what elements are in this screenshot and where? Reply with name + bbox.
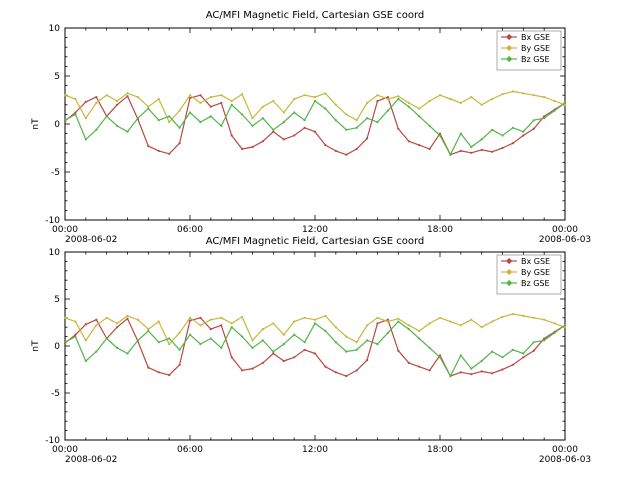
svg-text:nT: nT — [31, 118, 41, 130]
svg-text:Bx GSE: Bx GSE — [521, 257, 550, 266]
svg-text:Bz GSE: Bz GSE — [521, 279, 550, 288]
svg-text:5: 5 — [54, 72, 60, 82]
svg-text:nT: nT — [31, 340, 41, 352]
svg-text:00:00: 00:00 — [52, 225, 78, 235]
svg-text:12:00: 12:00 — [302, 225, 328, 235]
svg-text:00:00: 00:00 — [52, 445, 78, 455]
svg-text:5: 5 — [54, 295, 60, 305]
svg-text:-5: -5 — [51, 389, 60, 399]
svg-text:06:00: 06:00 — [177, 445, 203, 455]
svg-text:2008-06-02: 2008-06-02 — [65, 235, 117, 245]
svg-text:2008-06-03: 2008-06-03 — [539, 235, 591, 245]
svg-text:18:00: 18:00 — [427, 445, 453, 455]
svg-text:06:00: 06:00 — [177, 225, 203, 235]
svg-text:Bx GSE: Bx GSE — [521, 33, 550, 42]
svg-text:2008-06-03: 2008-06-03 — [539, 455, 591, 465]
svg-text:12:00: 12:00 — [302, 445, 328, 455]
svg-text:-10: -10 — [45, 216, 60, 226]
svg-text:0: 0 — [54, 120, 60, 130]
svg-text:0: 0 — [54, 342, 60, 352]
svg-text:10: 10 — [49, 24, 61, 34]
svg-text:2008-06-02: 2008-06-02 — [65, 455, 117, 465]
svg-text:00:00: 00:00 — [552, 225, 578, 235]
svg-text:-10: -10 — [45, 436, 60, 446]
svg-text:Bz GSE: Bz GSE — [521, 55, 550, 64]
svg-text:00:00: 00:00 — [552, 445, 578, 455]
svg-text:By GSE: By GSE — [521, 268, 550, 277]
svg-text:By GSE: By GSE — [521, 44, 550, 53]
svg-text:-5: -5 — [51, 168, 60, 178]
svg-text:10: 10 — [49, 248, 61, 258]
svg-text:18:00: 18:00 — [427, 225, 453, 235]
